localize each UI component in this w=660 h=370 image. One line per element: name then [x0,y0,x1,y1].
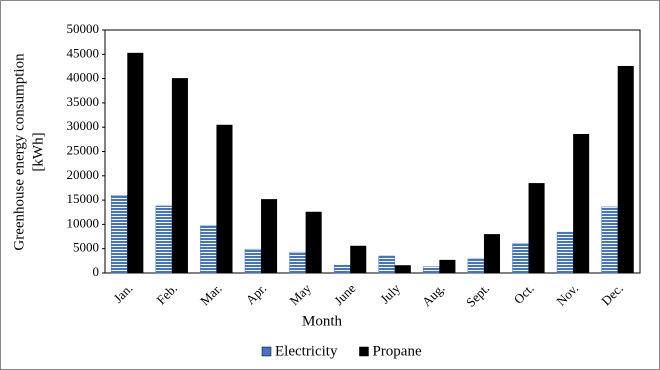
bar [171,78,188,273]
bar [200,225,217,274]
y-tick-label: 0 [93,264,100,279]
y-axis-label: [kWh] [30,132,46,171]
bar [350,245,367,273]
y-tick-label: 40000 [67,70,100,85]
bar [305,211,322,273]
bar [423,266,440,274]
y-tick-label: 10000 [67,215,100,230]
bar [244,248,262,274]
y-tick-label: 50000 [67,21,100,36]
bar [467,258,485,274]
bar [333,264,351,274]
bar [556,231,574,274]
y-tick-label: 35000 [67,94,100,109]
bar [439,259,456,273]
bar [155,205,173,274]
y-tick-label: 5000 [73,240,99,255]
legend-swatch [359,346,369,357]
bar [110,194,128,274]
bar [394,265,411,273]
y-tick-label: 30000 [67,118,100,133]
bar [127,52,144,274]
legend-label: Electricity [275,343,338,359]
bar [512,243,529,274]
bar [617,65,634,274]
bar [573,134,590,273]
x-axis-label: Month [302,313,343,329]
bar [261,199,278,273]
bar [601,206,618,274]
y-tick-label: 45000 [67,45,100,60]
y-tick-label: 20000 [67,167,100,182]
bar [483,234,501,273]
y-tick-label: 15000 [67,191,100,206]
bar [528,183,545,273]
legend-swatch [261,346,272,357]
y-axis-label: Greenhouse energy consumption [11,53,27,251]
bar [216,124,233,274]
y-tick-label: 25000 [67,142,100,157]
bar [378,255,396,274]
bar [289,251,306,274]
legend-label: Propane [372,343,421,359]
